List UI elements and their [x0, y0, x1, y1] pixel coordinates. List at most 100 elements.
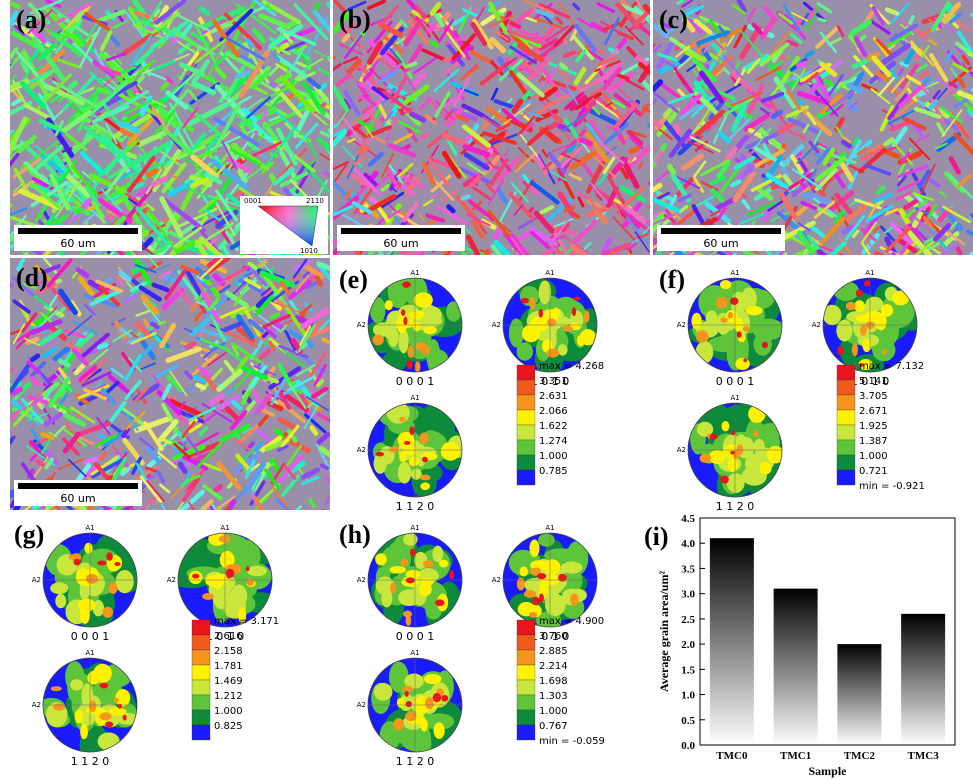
- intensity-blob: [434, 722, 445, 739]
- y-tick-label: 1.5: [681, 664, 695, 676]
- intensity-blob: [881, 304, 893, 317]
- intensity-blob: [385, 300, 393, 310]
- ipf-label: 2110: [306, 197, 324, 205]
- grain: [98, 435, 104, 437]
- intensity-blob: [539, 309, 543, 318]
- intensity-blob: [192, 574, 199, 579]
- intensity-blob: [370, 297, 386, 323]
- intensity-blob: [398, 462, 412, 484]
- intensity-blob: [219, 535, 231, 543]
- intensity-blob: [403, 533, 417, 546]
- intensity-blob: [584, 311, 590, 323]
- intensity-blob: [720, 476, 728, 484]
- y-tick-label: 2.0: [681, 639, 695, 651]
- panel-label: (i): [644, 522, 669, 551]
- y-tick-label: 1.0: [681, 690, 695, 702]
- grain: [582, 140, 590, 143]
- intensity-blob: [389, 446, 399, 452]
- intensity-blob: [415, 361, 421, 372]
- intensity-blob: [408, 311, 423, 319]
- intensity-blob: [545, 593, 566, 616]
- scale-bar-label: 60 um: [60, 237, 95, 250]
- grain: [3, 362, 10, 366]
- reference-axis: A2: [492, 321, 501, 329]
- intensity-blob: [422, 457, 428, 463]
- intensity-blob: [402, 282, 411, 288]
- grain: [872, 255, 886, 269]
- scale-bar-label: 60 um: [383, 237, 418, 250]
- legend-swatch: [517, 725, 535, 740]
- intensity-blob: [407, 346, 413, 358]
- legend-label: 1.469: [214, 676, 243, 687]
- reference-axis: A1: [545, 524, 554, 532]
- legend-label: 5.141: [859, 376, 888, 387]
- grain: [819, 19, 826, 21]
- intensity-blob: [99, 712, 111, 720]
- plane-label: 1 1 2 0: [716, 500, 754, 513]
- intensity-blob: [401, 309, 405, 316]
- legend-label: 1.698: [539, 676, 568, 687]
- grain: [0, 303, 11, 316]
- grain: [70, 83, 75, 87]
- legend-swatch: [517, 365, 535, 380]
- intensity-blob: [524, 590, 536, 598]
- scale-bar-label: 60 um: [60, 492, 95, 505]
- legend-swatch: [517, 455, 535, 470]
- intensity-blob: [406, 577, 415, 583]
- grain: [654, 122, 660, 126]
- intensity-blob: [403, 611, 412, 618]
- intensity-blob: [419, 433, 428, 445]
- legend-label: 2.214: [539, 661, 568, 672]
- intensity-blob: [376, 452, 384, 457]
- intensity-blob: [731, 430, 735, 435]
- pole-figure: [688, 403, 795, 505]
- legend-swatch: [192, 725, 210, 740]
- legend-label: 0.767: [539, 721, 568, 732]
- legend-label: max = 4.268: [539, 361, 604, 372]
- intensity-blob: [743, 326, 750, 332]
- grain: [952, 254, 972, 281]
- legend-label: 2.616: [214, 631, 243, 642]
- intensity-blob: [449, 570, 454, 579]
- intensity-blob: [70, 679, 83, 690]
- intensity-blob: [532, 597, 539, 605]
- grain: [669, 166, 673, 172]
- grain: [732, 255, 735, 262]
- intensity-blob: [520, 286, 539, 306]
- panel-label: (a): [16, 5, 46, 34]
- reference-axis: A2: [167, 576, 176, 584]
- legend-label: 2.885: [539, 646, 568, 657]
- intensity-blob: [115, 689, 130, 706]
- intensity-blob: [420, 482, 430, 490]
- plane-label: 0 0 0 1: [396, 630, 434, 643]
- intensity-blob: [530, 317, 549, 332]
- intensity-blob: [539, 593, 544, 602]
- reference-axis: A1: [85, 649, 94, 657]
- intensity-blob: [114, 562, 120, 566]
- intensity-blob: [730, 297, 738, 305]
- intensity-blob: [759, 462, 771, 475]
- legend-swatch: [517, 410, 535, 425]
- intensity-blob: [51, 686, 62, 691]
- intensity-blob: [226, 572, 231, 579]
- intensity-blob: [86, 574, 98, 584]
- intensity-blob: [538, 533, 555, 546]
- pole-figure: [363, 273, 465, 374]
- legend-swatch: [192, 635, 210, 650]
- panel-label: (b): [339, 5, 371, 34]
- legend-label: 0.721: [859, 466, 888, 477]
- grain: [463, 197, 469, 199]
- legend-label: 3.705: [859, 391, 888, 402]
- grain: [493, 255, 511, 275]
- intensity-blob: [441, 442, 460, 461]
- legend-swatch: [192, 650, 210, 665]
- intensity-blob: [80, 724, 88, 739]
- intensity-blob: [696, 341, 714, 363]
- plane-label: 0 0 0 1: [396, 375, 434, 388]
- grain: [272, 314, 278, 317]
- grain: [312, 428, 316, 434]
- ipf-label: 1010: [300, 247, 318, 255]
- y-tick-label: 3.5: [681, 563, 695, 575]
- intensity-blob: [577, 335, 585, 346]
- reference-axis: A1: [85, 524, 94, 532]
